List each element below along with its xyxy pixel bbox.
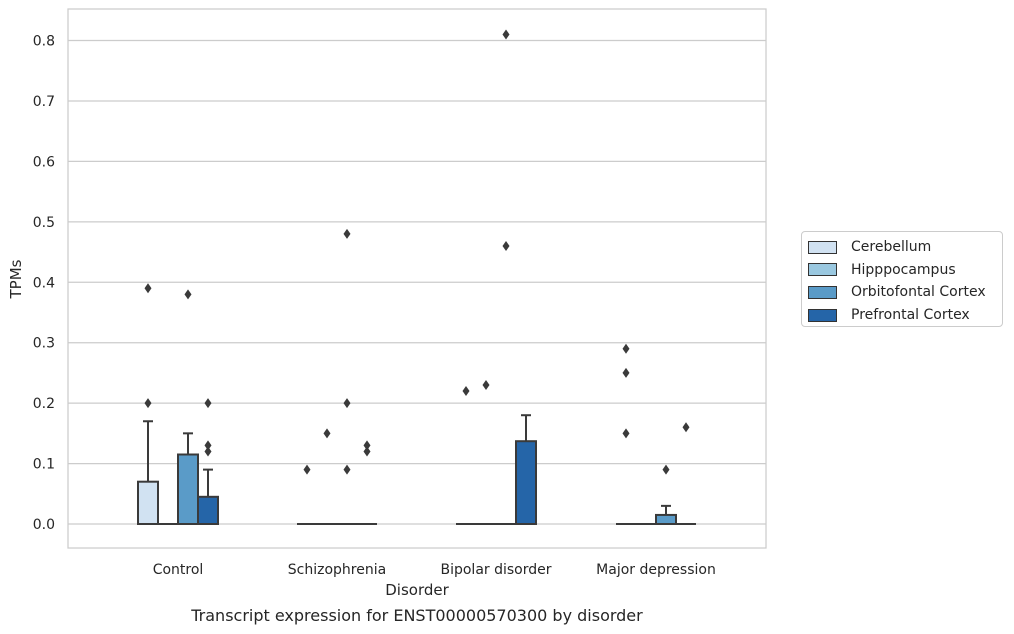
outlier-point	[622, 428, 630, 439]
outlier-point	[323, 428, 331, 439]
outlier-point	[144, 398, 152, 409]
legend-label: Hipppocampus	[851, 261, 956, 278]
outlier-point	[343, 228, 351, 239]
gridlines	[68, 39, 766, 525]
outlier-point	[622, 367, 630, 378]
bar	[197, 495, 219, 526]
y-tick-label: 0.4	[33, 275, 55, 291]
legend-item-hippocampus: Hipppocampus	[802, 259, 1002, 282]
y-axis-label: TPMs	[7, 259, 25, 299]
outlier-point	[622, 343, 630, 354]
legend-swatch	[808, 285, 837, 299]
outlier-point	[502, 29, 510, 40]
outlier-point	[184, 289, 192, 300]
bar	[655, 513, 677, 526]
legend-swatch	[808, 308, 837, 322]
legend-label: Prefrontal Cortex	[851, 307, 970, 324]
x-tick-label: Schizophrenia	[288, 562, 386, 578]
legend-swatch	[808, 240, 837, 254]
bars	[137, 414, 696, 526]
x-tick-label: Control	[153, 562, 204, 578]
outlier-point	[204, 440, 212, 451]
outlier-point	[343, 464, 351, 475]
outlier-point	[363, 446, 371, 457]
x-axis-label: Disorder	[385, 581, 449, 599]
outlier-point	[343, 398, 351, 409]
x-tick-label: Major depression	[596, 562, 716, 578]
legend-label: Orbitofontal Cortex	[851, 284, 986, 301]
y-ticks: 0.0 0.1 0.2 0.3 0.4 0.5 0.6 0.7 0.8	[33, 34, 55, 534]
outlier-point	[204, 446, 212, 457]
x-ticks: Control Schizophrenia Bipolar disorder Majo…	[153, 562, 716, 578]
figure-caption: Transcript expression for ENST0000057030…	[191, 606, 643, 625]
legend-swatch	[808, 263, 837, 277]
bar	[137, 480, 159, 526]
y-tick-label: 0.1	[33, 457, 55, 473]
x-tick-label: Bipolar disorder	[440, 562, 551, 578]
outlier-point	[662, 464, 670, 475]
outlier-point	[303, 464, 311, 475]
plot-frame	[67, 8, 767, 549]
y-tick-label: 0.0	[33, 517, 55, 533]
y-tick-label: 0.6	[33, 154, 55, 170]
legend-item-orbitofrontal-cortex: Orbitofontal Cortex	[802, 281, 1002, 304]
outlier-point	[204, 398, 212, 409]
legend-item-cerebellum: Cerebellum	[802, 236, 1002, 259]
y-tick-label: 0.8	[33, 34, 55, 50]
outlier-point	[482, 379, 490, 390]
outlier-point	[682, 422, 690, 433]
y-tick-label: 0.7	[33, 94, 55, 110]
y-tick-label: 0.2	[33, 396, 55, 412]
y-tick-label: 0.3	[33, 336, 55, 352]
outlier-point	[144, 283, 152, 294]
outlier-point	[363, 440, 371, 451]
outlier-point	[462, 386, 470, 397]
outlier-point	[502, 240, 510, 251]
y-tick-label: 0.5	[33, 215, 55, 231]
legend-label: Cerebellum	[851, 239, 932, 256]
outliers	[144, 29, 690, 475]
legend-item-prefrontal-cortex: Prefrontal Cortex	[802, 304, 1002, 327]
bar	[515, 440, 537, 525]
legend: Cerebellum Hipppocampus Orbitofontal Cor…	[801, 231, 1003, 327]
bar	[177, 453, 199, 526]
